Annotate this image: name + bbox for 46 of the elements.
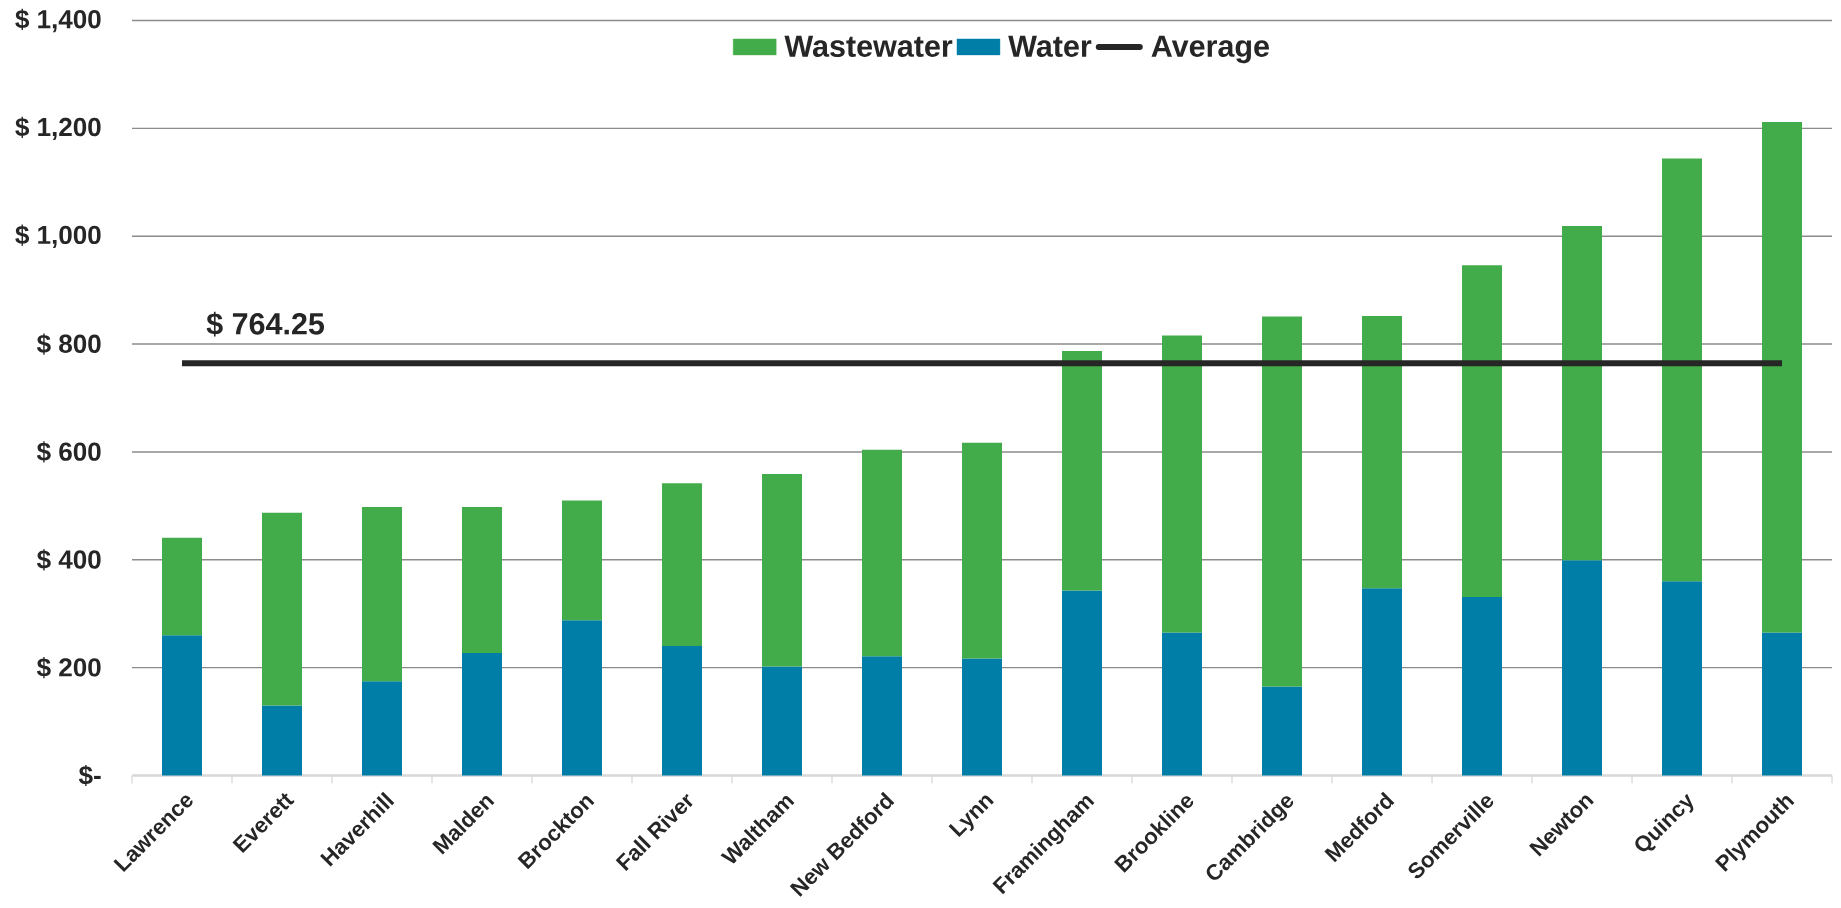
data-label: $ 764.25 [206, 311, 325, 337]
bar [662, 483, 703, 647]
bar [462, 506, 503, 654]
bar [1462, 596, 1503, 776]
bar [1762, 121, 1803, 633]
bar [1162, 632, 1203, 776]
bar [562, 620, 603, 776]
bar [362, 506, 402, 682]
bar [1362, 588, 1403, 776]
bar [562, 500, 603, 621]
bar [762, 666, 803, 776]
y-tick-label: $ 600 [36, 441, 101, 463]
y-tick-label: $ 200 [36, 657, 101, 679]
y-tick-label: $ 400 [36, 549, 101, 571]
bar [1262, 686, 1303, 776]
bar [1462, 265, 1503, 597]
bar [1062, 351, 1103, 591]
y-tick-label: $ 800 [36, 333, 101, 355]
y-tick-label: $ 1,000 [15, 224, 101, 248]
bar [262, 512, 303, 706]
bar [1562, 560, 1603, 776]
bar [862, 449, 903, 657]
bar [162, 635, 202, 776]
bar [962, 658, 1003, 776]
legend-label: Average [1151, 35, 1269, 64]
bar [262, 705, 303, 776]
bar [1362, 316, 1403, 589]
bar [662, 646, 703, 776]
bar [1762, 632, 1803, 776]
y-tick-label: $ 1,200 [15, 116, 101, 141]
bar [1662, 581, 1703, 776]
bar [1262, 316, 1303, 687]
bar [1562, 225, 1603, 561]
bar [962, 442, 1003, 659]
bar [1162, 335, 1203, 633]
legend-label: Wastewater [784, 35, 953, 57]
bar [862, 656, 903, 776]
y-tick-label: $ 1,400 [15, 8, 101, 33]
bar [462, 653, 503, 776]
bar [362, 681, 402, 776]
bar [1662, 158, 1703, 582]
legend-label: Water [1008, 35, 1092, 57]
y-tick-label: $- [78, 764, 101, 787]
bar [762, 474, 803, 667]
bar [162, 537, 202, 636]
bar [1062, 590, 1103, 776]
